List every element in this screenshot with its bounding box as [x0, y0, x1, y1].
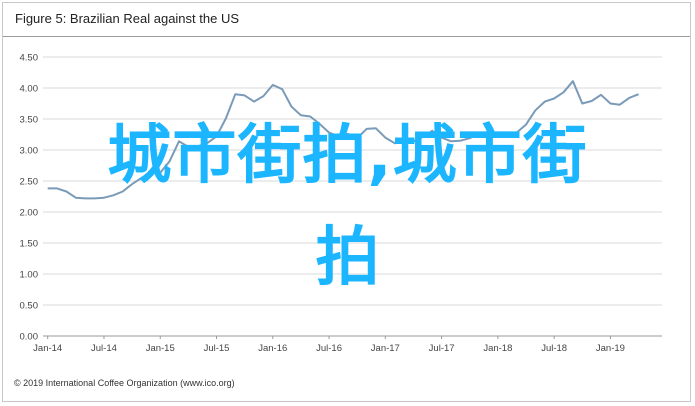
- x-tick-label: Jul-15: [204, 343, 230, 354]
- copyright-note: © 2019 International Coffee Organization…: [14, 378, 235, 388]
- x-tick-label: Jan-15: [146, 343, 175, 354]
- y-tick-label: 2.00: [20, 208, 39, 219]
- x-tick-label: Jul-17: [429, 343, 455, 354]
- y-tick-label: 3.50: [20, 115, 39, 126]
- x-tick-label: Jan-17: [371, 343, 400, 354]
- series-line: [47, 80, 639, 200]
- y-tick-label: 1.00: [20, 270, 39, 281]
- figure-title: Figure 5: Brazilian Real against the US: [15, 11, 240, 26]
- figure-frame: Figure 5: Brazilian Real against the US: [2, 2, 691, 402]
- y-tick-label: 4.50: [20, 53, 39, 64]
- watermark-text-line2: 拍: [315, 221, 380, 295]
- y-tick-label: 1.50: [20, 239, 39, 250]
- x-tick-label: Jan-18: [483, 343, 512, 354]
- y-tick-label: 0.00: [20, 332, 39, 343]
- x-tick-label: Jul-14: [91, 343, 117, 354]
- watermark-text-line1: 城市街拍,城市街: [107, 119, 588, 193]
- x-tick-label: Jul-18: [541, 343, 567, 354]
- y-tick-label: 4.00: [20, 84, 39, 95]
- y-tick-label: 0.50: [20, 301, 39, 312]
- y-tick-label: 2.50: [20, 177, 39, 188]
- x-tick-label: Jan-16: [258, 343, 287, 354]
- y-tick-label: 3.00: [20, 146, 39, 157]
- x-tick-label: Jul-16: [316, 343, 342, 354]
- x-tick-label: Jan-14: [33, 343, 62, 354]
- title-divider: [3, 36, 690, 37]
- x-tick-label: Jan-19: [596, 343, 625, 354]
